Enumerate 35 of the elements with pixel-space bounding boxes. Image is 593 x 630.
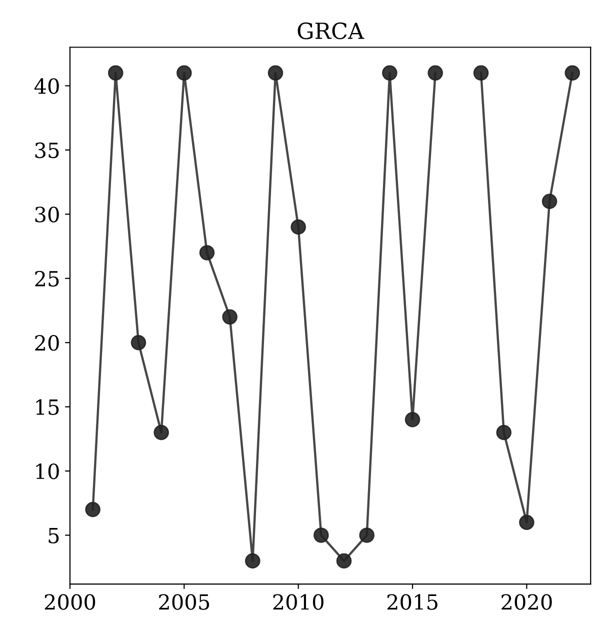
- y-tick-label: 30: [35, 206, 59, 222]
- y-tick-label: 25: [35, 270, 59, 287]
- point: [314, 528, 329, 543]
- point: [564, 65, 580, 81]
- point: [336, 553, 352, 569]
- y-tick-label: 10: [36, 463, 59, 480]
- point: [154, 424, 169, 440]
- point: [176, 65, 192, 81]
- point: [130, 334, 146, 350]
- point: [108, 65, 124, 81]
- y-tick-label: 35: [35, 142, 59, 158]
- point: [222, 309, 238, 325]
- point: [428, 65, 443, 81]
- x-tick-label: 2000: [44, 594, 96, 610]
- point: [290, 219, 306, 235]
- chart-title: GRCA: [298, 22, 364, 40]
- point: [245, 553, 260, 569]
- point: [542, 194, 558, 209]
- x-tick-label: 2015: [387, 594, 438, 610]
- point: [85, 502, 100, 518]
- x-tick-label: 2020: [502, 594, 552, 610]
- x-tick-label: 2010: [273, 594, 324, 610]
- y-tick-label: 40: [34, 78, 59, 94]
- y-tick-label: 5: [48, 528, 59, 544]
- y-tick-label: 20: [35, 335, 59, 351]
- point: [519, 514, 534, 530]
- point: [268, 65, 284, 81]
- point: [359, 528, 374, 543]
- point: [404, 412, 420, 428]
- x-tick-label: 2005: [159, 594, 210, 610]
- point: [382, 65, 398, 81]
- point: [473, 65, 489, 81]
- point: [199, 245, 215, 260]
- y-tick-label: 15: [36, 399, 59, 416]
- point: [496, 424, 512, 440]
